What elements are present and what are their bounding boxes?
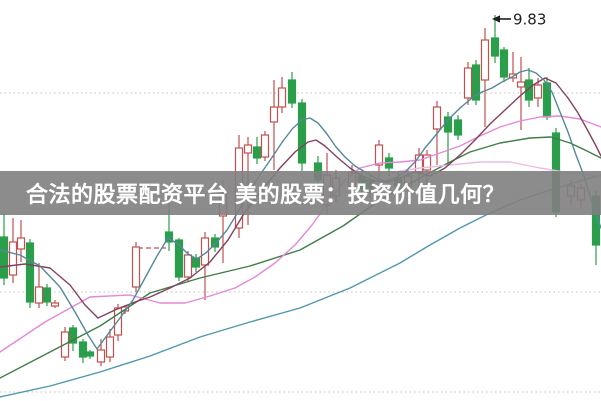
annotation-arrowhead-icon <box>492 15 500 23</box>
candle <box>277 77 287 113</box>
candle <box>480 28 490 127</box>
candle <box>260 131 270 161</box>
candle <box>174 238 184 281</box>
candle <box>42 284 52 306</box>
candle <box>200 232 210 300</box>
candle <box>85 350 95 359</box>
candle <box>50 300 60 308</box>
candle <box>252 137 262 164</box>
title-banner: 合法的股票配资平台 美的股票：投资价值几何？ <box>0 171 601 215</box>
ma-teal-line <box>0 69 601 350</box>
candle <box>453 115 463 140</box>
candle <box>471 60 481 105</box>
candle <box>490 15 500 63</box>
candle <box>0 213 9 285</box>
banner-headline: 合法的股票配资平台 美的股票：投资价值几何？ <box>26 182 506 207</box>
candle <box>25 239 35 308</box>
candle <box>432 101 442 165</box>
candle <box>499 47 509 82</box>
candle <box>210 234 220 252</box>
candle <box>269 80 279 170</box>
candle <box>78 339 88 363</box>
candle <box>297 99 307 171</box>
candle <box>131 242 141 292</box>
candle <box>8 218 18 283</box>
candle <box>287 72 297 108</box>
peak-price-annotation: 9.83 <box>492 11 546 29</box>
candle <box>68 325 78 351</box>
ma-maroon-line <box>0 77 601 319</box>
candle <box>34 263 44 308</box>
candle <box>516 57 526 130</box>
annotation-price-label: 9.83 <box>513 11 546 29</box>
